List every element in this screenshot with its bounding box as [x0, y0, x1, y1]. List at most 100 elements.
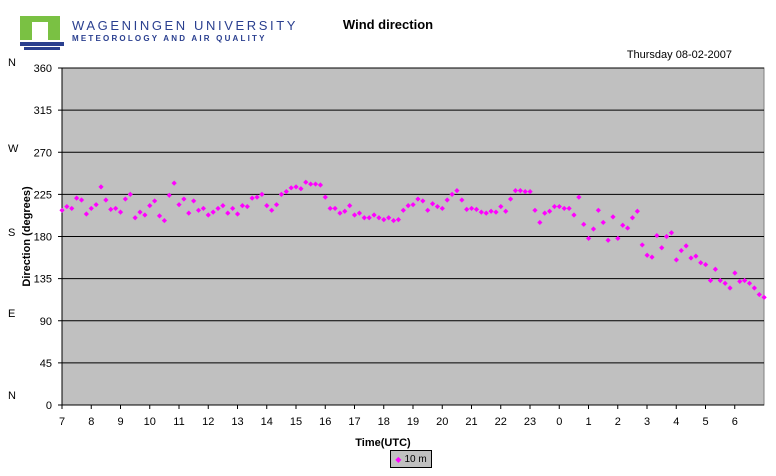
x-tick-label: 18 — [378, 416, 390, 428]
data-point — [649, 254, 655, 260]
x-tick-label: 17 — [348, 416, 360, 428]
data-point — [712, 266, 718, 272]
data-point — [93, 202, 99, 208]
data-point — [717, 277, 723, 284]
data-point — [210, 209, 216, 215]
x-tick-label: 1 — [585, 416, 591, 428]
data-point — [454, 188, 460, 194]
x-tick-label: 10 — [144, 416, 156, 428]
data-point — [478, 209, 484, 215]
data-point — [327, 205, 333, 212]
data-point — [322, 194, 328, 200]
data-point — [468, 205, 475, 212]
data-point — [122, 196, 128, 202]
data-point — [303, 179, 309, 185]
data-point — [449, 191, 455, 197]
data-point — [332, 205, 338, 212]
y-tick-label: 135 — [34, 274, 52, 286]
data-point — [312, 181, 319, 187]
data-point — [195, 207, 202, 213]
compass-label-north-bottom: N — [8, 390, 16, 402]
org-department: METEOROLOGY AND AIR QUALITY — [72, 34, 267, 43]
x-tick-label: 14 — [261, 416, 273, 428]
data-point — [361, 215, 367, 221]
data-point — [142, 212, 148, 218]
x-tick-label: 3 — [644, 416, 650, 428]
university-logo — [20, 16, 64, 50]
data-point — [498, 203, 504, 210]
data-point — [356, 210, 363, 216]
data-point — [595, 207, 601, 213]
data-point — [683, 243, 689, 249]
data-point — [132, 215, 138, 221]
data-point — [415, 196, 421, 202]
data-point — [342, 208, 348, 214]
data-point — [634, 208, 640, 214]
data-point — [459, 197, 465, 203]
data-point — [395, 217, 402, 223]
x-tick-label: 20 — [436, 416, 448, 428]
data-point — [742, 277, 748, 284]
data-point — [200, 205, 207, 212]
y-tick-label: 180 — [34, 232, 52, 244]
data-point — [288, 185, 294, 191]
x-tick-label: 2 — [615, 416, 621, 428]
x-tick-label: 8 — [88, 416, 94, 428]
x-tick-label: 22 — [495, 416, 507, 428]
data-point — [439, 205, 445, 212]
data-point — [571, 212, 577, 218]
data-point — [493, 209, 499, 215]
data-point — [551, 203, 558, 210]
data-point — [166, 192, 172, 198]
data-point — [259, 191, 265, 197]
data-point — [644, 252, 650, 258]
y-tick-label: 315 — [34, 105, 52, 117]
data-point — [678, 247, 684, 254]
data-point — [527, 188, 533, 195]
data-point — [425, 207, 431, 213]
data-point — [761, 294, 767, 300]
data-point — [537, 219, 543, 226]
data-point — [298, 186, 304, 192]
x-tick-label: 11 — [173, 416, 184, 428]
data-point — [707, 277, 714, 284]
data-point — [688, 255, 694, 261]
logo-blue-bar — [20, 42, 64, 46]
data-point — [152, 198, 158, 204]
x-tick-label: 15 — [290, 416, 302, 428]
legend-label: 10 m — [404, 453, 427, 465]
compass-label-east: E — [8, 308, 16, 320]
data-point — [254, 194, 260, 200]
x-tick-label: 12 — [202, 416, 214, 428]
data-point — [234, 211, 241, 217]
data-point — [444, 197, 450, 203]
data-point — [429, 201, 436, 207]
data-point — [244, 203, 250, 210]
data-point — [366, 215, 372, 221]
x-tick-label: 21 — [465, 416, 477, 428]
data-point — [69, 205, 75, 212]
y-tick-label: 45 — [40, 358, 52, 370]
chart-title: Wind direction — [342, 17, 434, 32]
legend: ◆ 10 m — [390, 450, 432, 468]
y-axis-title: Direction (degrees) — [21, 186, 33, 287]
compass-label-west: W — [8, 143, 19, 155]
data-point — [434, 203, 441, 210]
y-tick-label: 90 — [40, 316, 52, 328]
data-point — [74, 195, 80, 201]
data-point — [464, 206, 470, 212]
data-point — [215, 205, 221, 212]
data-point — [269, 207, 275, 213]
data-point — [751, 285, 757, 291]
data-point — [337, 210, 343, 216]
logo-blue-bar-small — [24, 47, 60, 50]
x-tick-label: 4 — [673, 416, 679, 428]
data-point — [673, 257, 679, 263]
data-point — [161, 217, 167, 224]
data-point — [581, 221, 587, 227]
data-point — [556, 203, 562, 210]
data-point — [746, 280, 753, 286]
data-point — [522, 188, 528, 195]
data-point — [347, 203, 353, 209]
